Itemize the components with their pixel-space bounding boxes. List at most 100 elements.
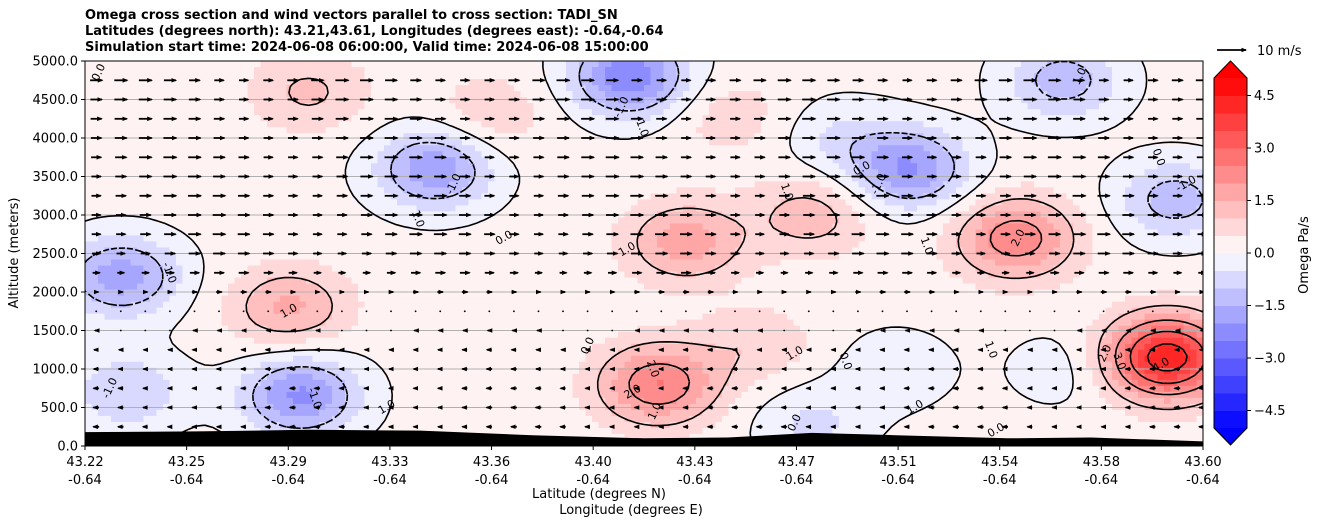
omega-cell bbox=[449, 91, 457, 98]
omega-cell bbox=[351, 373, 359, 381]
omega-cell bbox=[85, 229, 93, 237]
omega-cell bbox=[306, 337, 314, 345]
omega-cell bbox=[533, 235, 541, 243]
omega-cell bbox=[579, 205, 587, 212]
omega-cell bbox=[507, 223, 515, 231]
omega-cell bbox=[91, 397, 99, 405]
omega-cell bbox=[156, 127, 164, 134]
omega-cell bbox=[169, 415, 177, 423]
omega-cell bbox=[455, 325, 463, 333]
omega-cell bbox=[91, 391, 99, 399]
omega-cell bbox=[325, 115, 333, 122]
omega-cell bbox=[182, 181, 190, 188]
omega-cell bbox=[234, 253, 242, 261]
omega-cell bbox=[306, 157, 314, 164]
omega-cell bbox=[260, 271, 268, 279]
omega-cell bbox=[533, 127, 541, 134]
omega-cell bbox=[468, 145, 476, 152]
omega-cell bbox=[514, 259, 522, 267]
omega-cell bbox=[429, 307, 437, 315]
omega-cell bbox=[241, 103, 249, 110]
omega-cell bbox=[429, 217, 437, 225]
omega-cell bbox=[273, 127, 281, 134]
omega-cell bbox=[202, 343, 210, 351]
omega-cell bbox=[182, 169, 190, 176]
omega-cell bbox=[325, 421, 333, 429]
omega-cell bbox=[124, 385, 132, 393]
omega-cell bbox=[546, 265, 554, 273]
omega-cell bbox=[117, 337, 125, 345]
omega-cell bbox=[117, 127, 125, 134]
omega-cell bbox=[546, 145, 554, 152]
omega-cell bbox=[143, 283, 151, 291]
omega-cell bbox=[241, 223, 249, 231]
omega-cell bbox=[390, 163, 398, 170]
omega-cell bbox=[377, 193, 385, 200]
omega-cell bbox=[156, 349, 164, 357]
omega-cell bbox=[130, 61, 138, 68]
omega-cell bbox=[332, 205, 340, 212]
omega-cell bbox=[403, 91, 411, 98]
omega-cell bbox=[416, 241, 424, 249]
omega-cell bbox=[150, 163, 158, 170]
omega-cell bbox=[228, 169, 236, 176]
omega-cell bbox=[475, 223, 483, 231]
omega-cell bbox=[176, 61, 184, 68]
omega-cell bbox=[520, 127, 528, 134]
omega-cell bbox=[182, 391, 190, 399]
omega-cell bbox=[553, 157, 561, 164]
omega-cell bbox=[189, 169, 197, 176]
omega-cell bbox=[371, 109, 379, 116]
omega-cell bbox=[312, 61, 320, 68]
omega-cell bbox=[585, 151, 593, 158]
omega-cell bbox=[566, 385, 574, 393]
omega-cell bbox=[566, 313, 574, 321]
omega-cell bbox=[280, 301, 288, 309]
omega-cell bbox=[533, 79, 541, 86]
omega-cell bbox=[449, 409, 457, 417]
omega-cell bbox=[143, 355, 151, 363]
omega-cell bbox=[260, 109, 268, 116]
omega-cell bbox=[371, 343, 379, 351]
omega-cell bbox=[371, 253, 379, 261]
omega-cell bbox=[299, 169, 307, 176]
omega-cell bbox=[403, 421, 411, 429]
omega-cell bbox=[202, 103, 210, 110]
omega-cell bbox=[182, 193, 190, 200]
omega-cell bbox=[514, 103, 522, 110]
omega-cell bbox=[156, 223, 164, 231]
omega-cell bbox=[189, 157, 197, 164]
omega-cell bbox=[117, 373, 125, 381]
omega-cell bbox=[273, 163, 281, 170]
omega-cell bbox=[358, 253, 366, 261]
omega-cell bbox=[384, 61, 392, 68]
omega-cell bbox=[124, 127, 132, 134]
omega-cell bbox=[403, 283, 411, 291]
omega-cell bbox=[280, 205, 288, 212]
omega-cell bbox=[319, 325, 327, 333]
omega-cell bbox=[98, 385, 106, 393]
omega-cell bbox=[384, 325, 392, 333]
omega-cell bbox=[436, 343, 444, 351]
omega-cell bbox=[85, 67, 93, 74]
omega-cell bbox=[410, 271, 418, 279]
omega-cell bbox=[507, 73, 515, 80]
omega-cell bbox=[150, 139, 158, 146]
omega-cell bbox=[364, 325, 372, 333]
omega-cell bbox=[585, 199, 593, 206]
omega-cell bbox=[507, 139, 515, 146]
omega-cell bbox=[163, 271, 171, 279]
omega-cell bbox=[137, 319, 145, 327]
omega-cell bbox=[130, 169, 138, 176]
omega-cell bbox=[572, 307, 580, 315]
omega-cell bbox=[91, 205, 99, 212]
omega-cell bbox=[572, 163, 580, 170]
omega-cell bbox=[475, 325, 483, 333]
omega-cell bbox=[267, 367, 275, 375]
omega-cell bbox=[234, 229, 242, 237]
omega-cell bbox=[189, 235, 197, 243]
omega-cell bbox=[104, 145, 112, 152]
omega-cell bbox=[150, 157, 158, 164]
omega-cell bbox=[130, 91, 138, 98]
omega-cell bbox=[215, 133, 223, 140]
